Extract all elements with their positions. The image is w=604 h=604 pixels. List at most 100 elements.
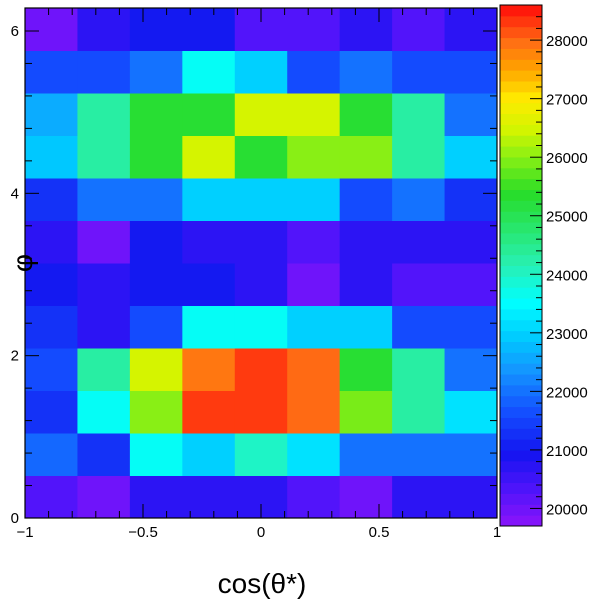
heatmap-cell — [392, 178, 446, 221]
heatmap-cell — [129, 433, 183, 476]
heatmap-cell — [234, 220, 288, 264]
heatmap-cell — [129, 305, 183, 349]
heatmap-cell — [25, 50, 78, 94]
heatmap-cell — [444, 475, 498, 519]
heatmap-cell — [234, 178, 288, 221]
heatmap-cell — [25, 220, 78, 264]
palette-band — [500, 417, 542, 429]
z-tick-label: 27000 — [546, 92, 588, 109]
palette-band — [500, 135, 542, 147]
heatmap-cell — [287, 433, 341, 476]
heatmap-cell — [444, 390, 498, 434]
heatmap-cells — [25, 8, 498, 519]
z-tick-label: 23000 — [546, 326, 588, 343]
x-tick-label: 1 — [493, 524, 501, 541]
heatmap-cell — [444, 433, 498, 476]
heatmap-cell — [182, 348, 236, 391]
heatmap-cell — [234, 390, 288, 434]
heatmap-cell — [444, 220, 498, 264]
palette-band — [500, 48, 542, 60]
palette-band — [500, 113, 542, 125]
y-axis-title: φ — [7, 254, 38, 272]
heatmap-cell — [444, 135, 498, 179]
y-tick-label: 2 — [11, 348, 19, 365]
heatmap-cell — [129, 220, 183, 264]
heatmap-cell — [339, 178, 393, 221]
heatmap-cell — [392, 475, 446, 519]
y-tick-label: 0 — [11, 510, 19, 527]
palette-band — [500, 102, 542, 115]
heatmap-cell — [77, 348, 131, 391]
heatmap-cell — [77, 8, 131, 51]
heatmap-cell — [339, 263, 393, 306]
palette-band — [500, 428, 542, 440]
heatmap-cell — [129, 475, 183, 519]
heatmap-cell — [444, 50, 498, 94]
heatmap-cell — [182, 390, 236, 434]
palette-band — [500, 384, 542, 397]
heatmap-cell — [234, 348, 288, 391]
palette-band — [500, 167, 542, 180]
x-axis: −1 −0.5 0 0.5 1 — [16, 8, 501, 541]
heatmap-cell — [182, 50, 236, 94]
heatmap-cell — [287, 93, 341, 136]
heatmap-cell — [25, 348, 78, 391]
palette-frame — [499, 4, 543, 527]
z-tick-label: 28000 — [546, 33, 588, 50]
heatmap-cell — [182, 135, 236, 179]
palette-band — [500, 482, 542, 494]
heatmap-cell — [339, 8, 393, 51]
palette-band — [500, 146, 542, 158]
heatmap-cell — [234, 305, 288, 349]
x-tick-label: 0 — [257, 524, 265, 541]
heatmap-cell — [287, 220, 341, 264]
heatmap-cell — [77, 178, 131, 221]
heatmap-cell — [287, 348, 341, 391]
palette-band — [500, 124, 542, 136]
heatmap-cell — [287, 135, 341, 179]
heatmap-cell — [234, 93, 288, 136]
heatmap-cell — [25, 135, 78, 179]
x-tick-label: −0.5 — [128, 524, 158, 541]
palette-band — [500, 156, 542, 169]
heatmap-cell — [182, 263, 236, 306]
color-palette — [499, 4, 543, 527]
palette-band — [500, 37, 542, 49]
z-tick-label: 22000 — [546, 384, 588, 401]
heatmap-cell — [287, 263, 341, 306]
palette-band — [500, 265, 542, 277]
palette-band — [500, 59, 542, 71]
palette-band — [500, 70, 542, 82]
palette-band — [500, 330, 542, 342]
palette-band — [500, 91, 542, 104]
heatmap-cell — [392, 433, 446, 476]
heatmap-cell — [25, 178, 78, 221]
palette-band — [500, 352, 542, 364]
heatmap-cell — [287, 8, 341, 51]
palette-band — [500, 276, 542, 288]
y-axis: 0 2 4 6 — [11, 23, 497, 527]
heatmap-cell — [234, 50, 288, 94]
palette-band — [500, 406, 542, 418]
heatmap-cell — [287, 50, 341, 94]
heatmap-cell — [182, 178, 236, 221]
heatmap-cell — [444, 178, 498, 221]
z-tick-label: 20000 — [546, 501, 588, 518]
heatmap-cell — [77, 475, 131, 519]
heatmap-cell — [25, 8, 78, 51]
palette-band — [500, 341, 542, 353]
heatmap-cell — [339, 390, 393, 434]
palette-band — [500, 450, 542, 462]
heatmap-cell — [339, 50, 393, 94]
palette-band — [500, 363, 542, 375]
palette-band — [500, 200, 542, 212]
palette-band — [500, 178, 542, 191]
heatmap-cell — [392, 305, 446, 349]
palette-band — [500, 471, 542, 484]
heatmap-cell — [77, 305, 131, 349]
heatmap-cell — [77, 263, 131, 306]
palette-band — [500, 26, 542, 39]
heatmap-cell — [77, 50, 131, 94]
heatmap-cell — [339, 305, 393, 349]
z-tick-label: 25000 — [546, 209, 588, 226]
